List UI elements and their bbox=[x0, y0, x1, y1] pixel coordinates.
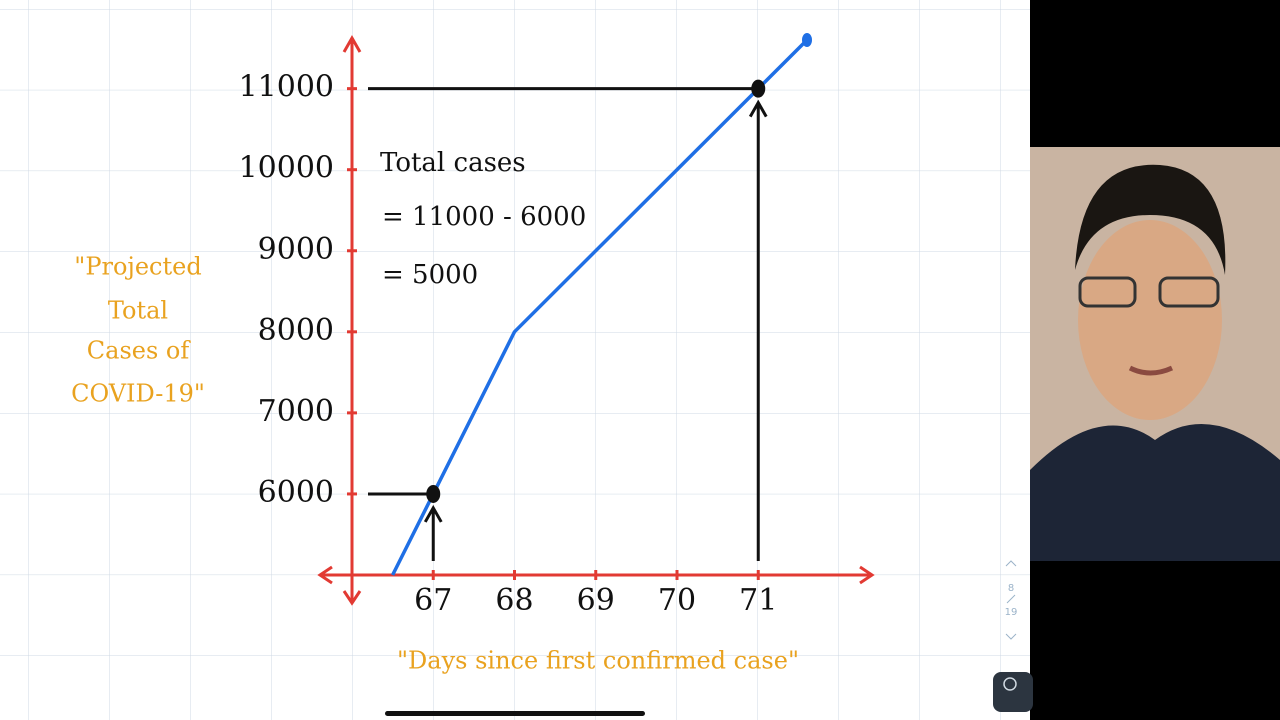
y-tick-label: 6000 bbox=[258, 475, 334, 510]
glasses-left bbox=[1078, 276, 1137, 308]
data-line bbox=[391, 38, 809, 576]
y-axis-label: COVID-19" bbox=[71, 380, 205, 408]
x-axis-label: "Days since first confirmed case" bbox=[397, 647, 799, 675]
x-tick-label: 67 bbox=[414, 583, 452, 618]
annotation: = 5000 bbox=[382, 260, 478, 290]
page-down[interactable] bbox=[1005, 633, 1017, 640]
hair bbox=[1075, 164, 1226, 275]
x-tick-label: 68 bbox=[495, 583, 533, 618]
zoom-icon bbox=[1003, 677, 1017, 691]
annotation: = 11000 - 6000 bbox=[382, 202, 586, 232]
y-tick-label: 7000 bbox=[258, 394, 334, 429]
grid-paper bbox=[0, 0, 1030, 720]
highlight-point bbox=[751, 79, 766, 98]
x-tick-label: 71 bbox=[739, 583, 777, 618]
x-tick-label: 70 bbox=[658, 583, 696, 618]
highlight-point bbox=[426, 484, 441, 503]
mouth bbox=[1128, 365, 1174, 376]
page-up[interactable] bbox=[1005, 560, 1017, 567]
y-axis-label: Cases of bbox=[87, 337, 192, 365]
page-separator bbox=[1006, 594, 1016, 604]
reference-arrow bbox=[423, 504, 443, 561]
y-axis-label: Total bbox=[108, 297, 168, 325]
y-axis bbox=[342, 34, 362, 606]
zoom-button[interactable] bbox=[993, 672, 1033, 712]
y-tick-label: 10000 bbox=[239, 151, 334, 186]
home-indicator bbox=[385, 711, 645, 716]
chart: 6000 7000 8000 9000 10000 11000 67 68 69 70 71 Tota… bbox=[71, 33, 875, 675]
annotation: Total cases bbox=[380, 148, 526, 178]
y-axis-label: "Projected bbox=[74, 253, 201, 281]
page-current: 8 bbox=[1008, 583, 1014, 594]
page-indicator: 8 19 bbox=[1005, 560, 1018, 640]
x-tick-label: 69 bbox=[577, 583, 615, 618]
face bbox=[1078, 220, 1222, 420]
glasses-right bbox=[1158, 276, 1220, 308]
line-end-dot bbox=[802, 33, 812, 47]
y-tick-label: 9000 bbox=[258, 232, 334, 267]
webcam bbox=[1030, 147, 1280, 561]
reference-arrow bbox=[748, 99, 768, 561]
page-total: 19 bbox=[1005, 607, 1018, 618]
shirt bbox=[1030, 424, 1280, 561]
y-tick-label: 8000 bbox=[258, 313, 334, 348]
y-tick-label: 11000 bbox=[239, 70, 334, 105]
